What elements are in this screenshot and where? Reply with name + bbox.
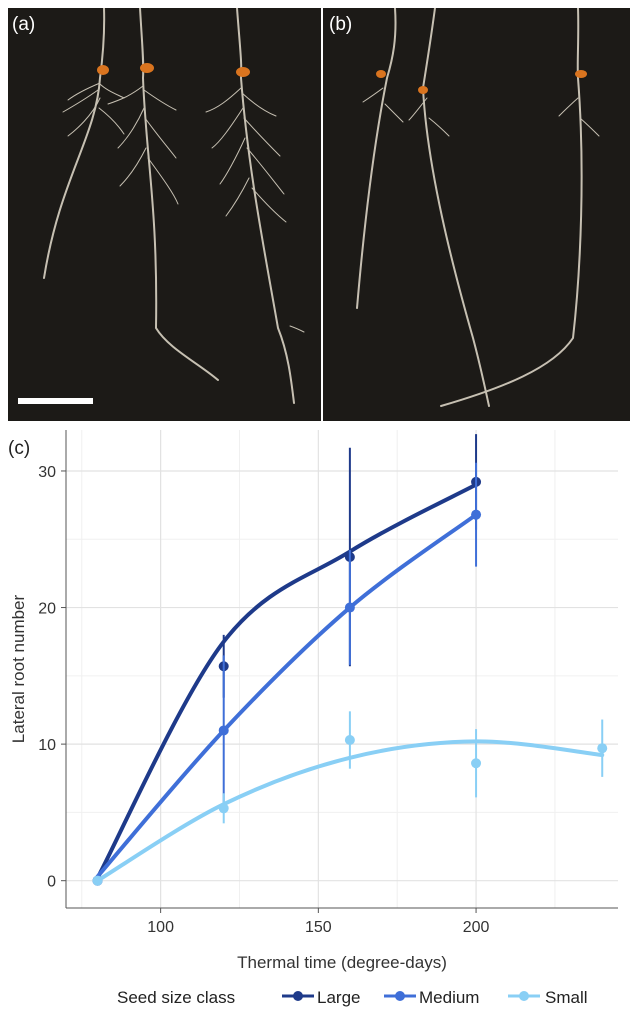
data-point [344, 735, 355, 746]
lateral-root-chart: 100 150 200 0 10 20 30 Thermal time (degree-da… [9, 430, 618, 972]
legend-title: Seed size class [117, 988, 236, 1007]
y-tick-label: 0 [47, 874, 56, 891]
y-tick-label: 30 [38, 464, 56, 481]
legend-swatch-small [506, 984, 542, 1009]
series-small [92, 711, 608, 886]
fit-line-large [95, 482, 479, 880]
data-point [92, 875, 103, 886]
chart-legend: Seed size class Large Medium Small [0, 984, 632, 1010]
data-point [218, 725, 229, 736]
x-tick-label: 150 [305, 919, 332, 936]
root-photo-b-drawing [323, 8, 630, 421]
plot-background [66, 430, 618, 908]
y-axis-label: Lateral root number [9, 594, 28, 743]
legend-swatch-large [280, 984, 316, 1009]
scale-bar [18, 398, 93, 404]
panel-label-c: (c) [8, 438, 31, 459]
x-tick-label: 200 [463, 919, 490, 936]
root-photo-b: (b) [323, 8, 630, 421]
fit-line-medium [95, 512, 479, 879]
legend-label-large: Large [317, 988, 361, 1007]
root-photo-a: (a) [8, 8, 321, 421]
legend-swatch-medium [382, 984, 418, 1009]
y-tick-label: 10 [38, 737, 56, 754]
y-tick-label: 20 [38, 601, 56, 618]
data-point [471, 758, 482, 769]
panel-label-a: (a) [12, 14, 36, 35]
data-point [344, 602, 355, 613]
root-photo-a-drawing [8, 8, 321, 421]
panel-label-b: (b) [329, 14, 353, 35]
x-tick-label: 100 [147, 919, 174, 936]
data-point [597, 743, 608, 754]
data-point [218, 803, 229, 814]
data-point [471, 509, 482, 520]
legend-label-small: Small [545, 988, 588, 1007]
x-axis-label: Thermal time (degree-days) [237, 953, 447, 972]
legend-label-medium: Medium [419, 988, 480, 1007]
